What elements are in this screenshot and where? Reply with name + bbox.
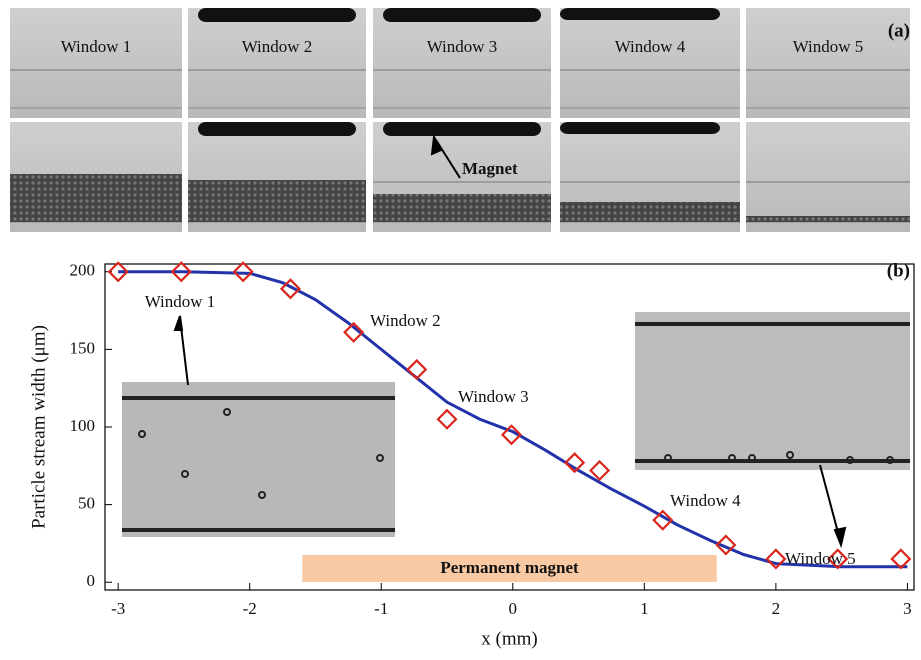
inset-wall [635,322,910,326]
data-point [438,410,456,428]
particle-band [10,174,182,222]
x-tick-label: 3 [903,599,912,618]
window-annotation: Window 4 [670,491,741,510]
inset-photo [122,382,395,537]
x-tick-label: -2 [243,599,257,618]
channel-top [198,122,356,136]
y-tick-label: 0 [87,571,96,590]
y-tick-label: 200 [70,261,96,280]
window-annotation: Window 3 [458,387,529,406]
y-tick-label: 100 [70,416,96,435]
particle-band [746,216,910,222]
y-tick-label: 50 [78,494,95,513]
window-label: Window 1 [61,37,132,56]
inset-photo [635,312,910,470]
channel-top [198,8,356,22]
photo [373,8,551,118]
photo [10,8,182,118]
inset-wall [122,528,395,532]
window-annotation: Window 5 [785,549,856,568]
data-point [408,361,426,379]
particle-band [373,194,551,222]
panel-label: (b) [887,260,910,281]
magnet-label: Permanent magnet [440,558,579,577]
figure: Window 1 Window 2 Window 3 Window 4 Window 5… [0,0,921,655]
x-tick-label: -1 [374,599,388,618]
y-tick-label: 150 [70,338,96,357]
window-label: Window 4 [615,37,686,56]
channel-top [560,8,720,20]
photo [746,122,910,232]
x-axis-label: x (mm) [481,628,537,649]
window-annotation: Window 1 [145,292,216,311]
x-tick-label: -3 [111,599,125,618]
photo [560,8,740,118]
window-annotation: Window 2 [370,311,441,330]
panel-a: Window 1 Window 2 Window 3 Window 4 Window 5… [10,8,910,232]
channel-top [383,122,541,136]
window-label: Window 2 [242,37,313,56]
window-label: Window 5 [793,37,864,56]
magnet-label: Magnet [462,159,518,178]
y-axis-label: Particle stream width (μm) [28,325,49,529]
window-label: Window 3 [427,37,498,56]
x-tick-label: 2 [772,599,781,618]
channel-top [383,8,541,22]
data-point [591,461,609,479]
x-tick-label: 0 [509,599,518,618]
particle-band [560,202,740,222]
inset-wall [122,396,395,400]
particle-band [188,180,366,222]
x-tick-label: 1 [640,599,649,618]
panel-label: (a) [888,20,910,41]
inset-wall [635,459,910,463]
photo [746,8,910,118]
photo [188,8,366,118]
channel-top [560,122,720,134]
